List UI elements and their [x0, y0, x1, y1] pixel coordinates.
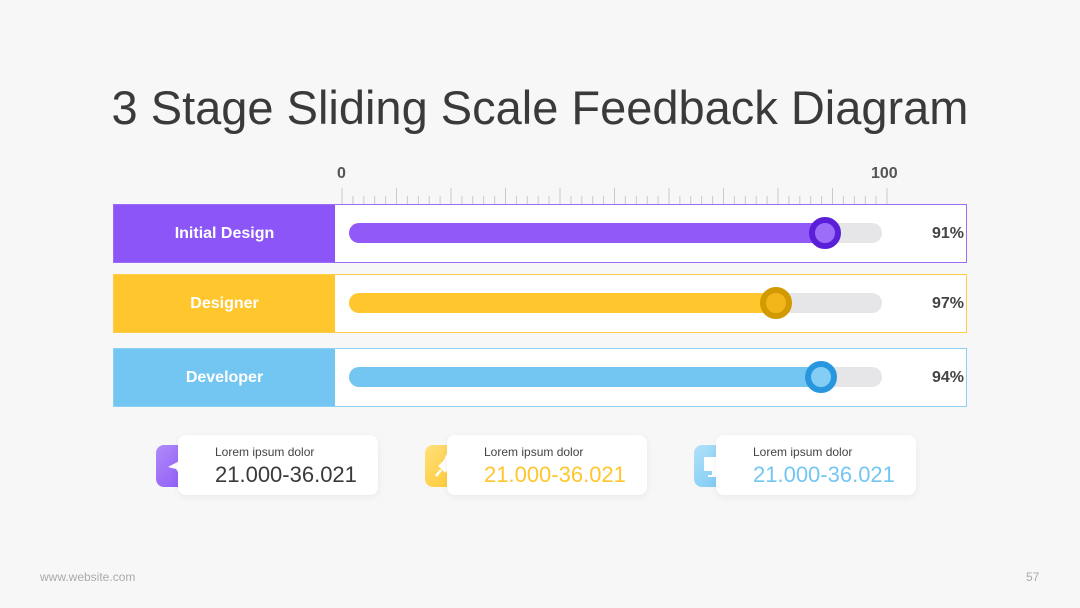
title: 3 Stage Sliding Scale Feedback Diagram — [111, 81, 969, 134]
scale-start: 0 — [337, 165, 346, 182]
percent: 91% — [931, 225, 964, 242]
row-label: Developer — [114, 349, 335, 406]
percent: 97% — [931, 295, 964, 312]
stat-card: Lorem ipsum dolor 21.000-36.021 — [447, 435, 647, 495]
row-label: Initial Design — [114, 205, 335, 262]
stat-card: Lorem ipsum dolor 21.000-36.021 — [716, 435, 916, 495]
website: www.website.com — [40, 570, 136, 584]
row: Developer 94% — [113, 348, 967, 407]
page-number: 57 — [1026, 570, 1040, 584]
ruler — [341, 188, 888, 204]
slider-fill — [349, 367, 820, 387]
percent: 94% — [931, 369, 964, 386]
row: Designer 97% — [113, 274, 967, 333]
stat-card: Lorem ipsum dolor 21.000-36.021 — [178, 435, 378, 495]
stat-range: 21.000-36.021 — [753, 462, 895, 487]
slider-knob — [760, 287, 792, 319]
stat-caption: Lorem ipsum dolor — [215, 445, 315, 459]
slider-knob — [805, 361, 837, 393]
row: Initial Design 91% — [113, 204, 967, 263]
stat-caption: Lorem ipsum dolor — [484, 445, 584, 459]
slider-fill — [349, 223, 824, 243]
scale-end: 100 — [871, 165, 898, 182]
stat-caption: Lorem ipsum dolor — [753, 445, 853, 459]
track — [349, 361, 882, 393]
track — [349, 217, 882, 249]
track — [349, 287, 882, 319]
stat-range: 21.000-36.021 — [484, 462, 626, 487]
slider-knob — [809, 217, 841, 249]
row-label: Designer — [114, 275, 335, 332]
stat-range: 21.000-36.021 — [215, 462, 357, 487]
slider-fill — [349, 293, 775, 313]
